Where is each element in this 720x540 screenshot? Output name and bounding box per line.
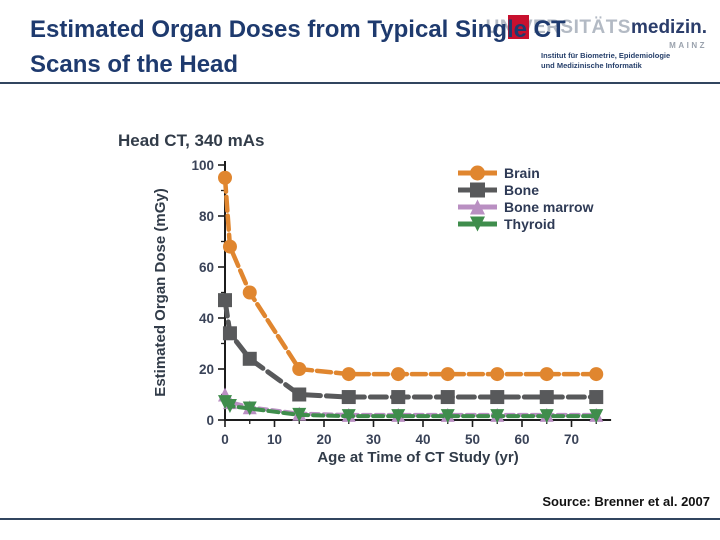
data-point-circle <box>341 367 356 382</box>
data-point-triangle-down <box>222 398 237 413</box>
data-point-square <box>218 293 232 308</box>
logo-red-square-icon <box>508 15 529 39</box>
data-point-triangle-down <box>440 409 455 424</box>
legend-label: Bone <box>504 182 539 198</box>
data-point-circle <box>490 367 505 382</box>
logo-city-text: MAINZ <box>669 41 707 50</box>
x-tick-label: 40 <box>415 432 430 447</box>
x-tick-label: 50 <box>465 432 480 447</box>
data-point-triangle-down <box>341 409 356 424</box>
data-point-circle <box>242 285 257 300</box>
data-point-circle <box>539 367 554 382</box>
y-tick-label: 0 <box>206 413 214 428</box>
institute-name: Institut für Biometrie, Epidemiologie un… <box>541 51 670 71</box>
x-tick-label: 30 <box>366 432 381 447</box>
y-tick-label: 20 <box>199 362 214 377</box>
x-tick-label: 70 <box>564 432 579 447</box>
data-point-square <box>490 390 505 405</box>
data-point-square <box>440 390 455 405</box>
y-tick-label: 60 <box>199 260 214 275</box>
legend-label: Bone marrow <box>504 199 594 215</box>
institute-line2: und Medizinische Informatik <box>541 61 642 70</box>
header-divider <box>0 82 720 84</box>
x-tick-label: 60 <box>514 432 529 447</box>
x-tick-label: 20 <box>316 432 331 447</box>
y-tick-label: 100 <box>191 158 214 173</box>
footer-divider <box>0 518 720 520</box>
y-tick-label: 80 <box>199 209 214 224</box>
legend-label: Brain <box>504 165 540 181</box>
x-tick-label: 10 <box>267 432 282 447</box>
data-point-square <box>222 326 237 341</box>
data-point-circle <box>222 239 237 254</box>
data-point-square <box>539 390 554 405</box>
data-point-triangle-down <box>490 409 505 424</box>
data-point-square <box>341 390 356 405</box>
data-point-circle <box>589 367 604 382</box>
data-point-square <box>589 390 604 405</box>
source-citation: Source: Brenner et al. 2007 <box>542 494 710 509</box>
data-point-circle <box>391 367 406 382</box>
data-point-triangle-down <box>539 409 554 424</box>
data-point-triangle-down <box>470 216 485 232</box>
series-line-brain <box>222 175 599 377</box>
data-point-triangle-down <box>589 409 604 424</box>
series-line-thyroid <box>223 400 599 419</box>
data-point-circle <box>470 165 485 181</box>
data-point-square <box>470 182 485 198</box>
data-point-circle <box>292 362 307 376</box>
data-point-triangle-down <box>292 407 307 422</box>
x-tick-label: 0 <box>221 432 229 447</box>
logo-medizin-text: medizin. <box>630 17 707 38</box>
organ-dose-chart: Head CT, 340 mAs 0 20 40 60 80 100 0 10 20 30 40 50 6… <box>88 106 668 478</box>
institute-line1: Institut für Biometrie, Epidemiologie <box>541 51 671 60</box>
chart-title: Head CT, 340 mAs <box>118 131 264 150</box>
data-point-square <box>292 387 307 402</box>
slide-title: Estimated Organ Doses from Typical Singl… <box>30 16 566 78</box>
data-point-triangle-down <box>242 401 257 416</box>
y-tick-label: 40 <box>199 311 214 326</box>
data-point-square <box>391 390 406 405</box>
data-point-triangle-up <box>470 199 485 215</box>
y-axis-title: Estimated Organ Dose (mGy) <box>152 188 169 396</box>
data-point-square <box>242 351 257 366</box>
data-point-circle <box>440 367 455 382</box>
legend-label: Thyroid <box>504 216 555 232</box>
data-point-circle <box>218 170 232 185</box>
chart-svg: Head CT, 340 mAs 0 20 40 60 80 100 0 10 20 30 40 50 6… <box>118 131 612 466</box>
series-line-bone <box>222 297 599 400</box>
x-axis-title: Age at Time of CT Study (yr) <box>317 449 518 466</box>
data-point-triangle-down <box>391 409 406 424</box>
